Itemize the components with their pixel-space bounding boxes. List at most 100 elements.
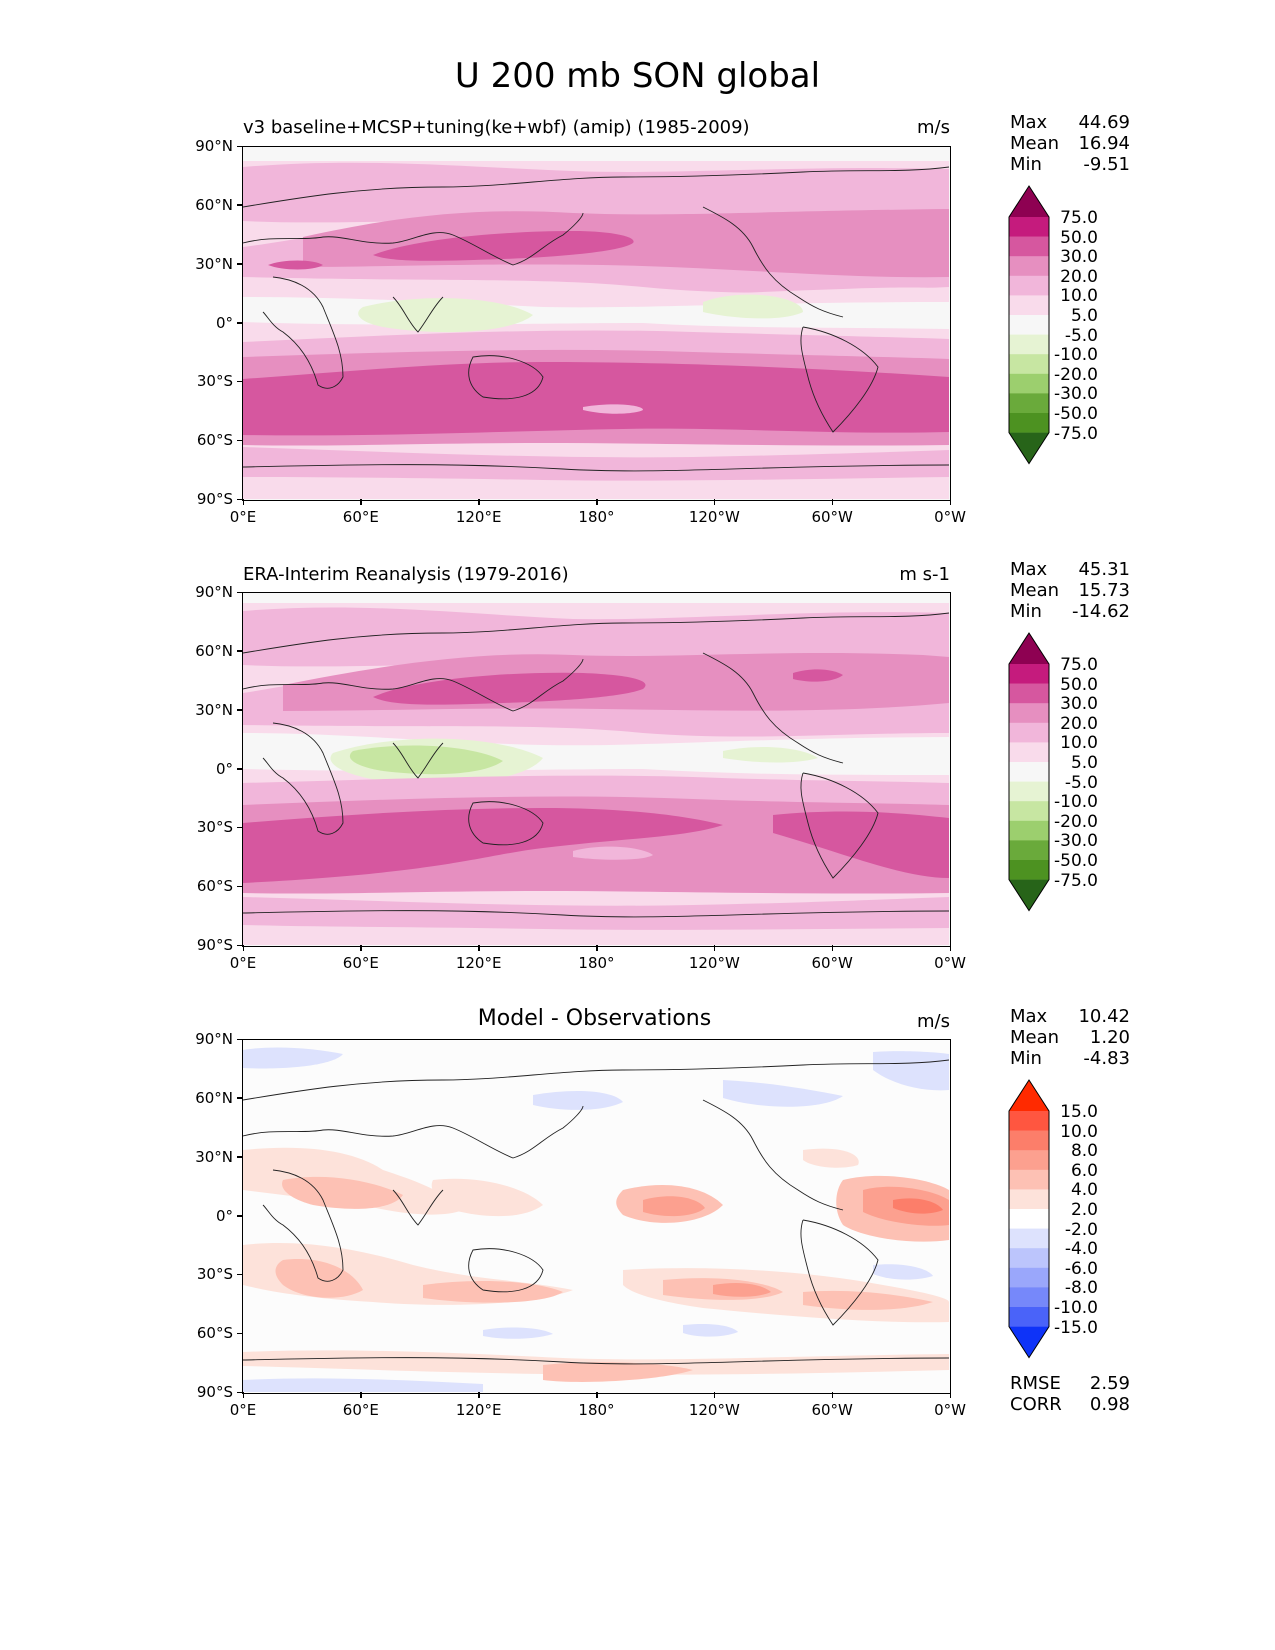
panel-title: Model - Observations bbox=[477, 1006, 712, 1031]
stat-mean-value: 1.20 bbox=[1089, 1027, 1130, 1048]
x-tick-mark bbox=[360, 499, 362, 505]
colorbar-segment bbox=[1009, 1287, 1049, 1308]
colorbar-segment bbox=[1009, 1169, 1049, 1190]
rmse-label: RMSE bbox=[1010, 1373, 1061, 1394]
y-tick-label: 60°N bbox=[195, 1088, 233, 1107]
colorbar-level-label: 30.0 bbox=[1060, 247, 1098, 268]
colorbar-level-label: -5.0 bbox=[1064, 325, 1098, 346]
y-tick-label: 30°S bbox=[196, 1265, 233, 1284]
colorbar-observations bbox=[1008, 632, 1050, 914]
y-tick-mark bbox=[237, 1215, 243, 1217]
x-tick-label: 60°E bbox=[342, 1401, 379, 1419]
colorbar-segment bbox=[1009, 1209, 1049, 1229]
colorbar-outline bbox=[1008, 185, 1050, 465]
colorbar-segment bbox=[1009, 275, 1049, 296]
colorbar-segment bbox=[1009, 373, 1049, 394]
x-tick-label: 120°E bbox=[455, 1401, 502, 1419]
colorbar-extend-bottom bbox=[1009, 432, 1049, 464]
colorbar-segment bbox=[1009, 820, 1049, 841]
y-tick-mark bbox=[237, 944, 243, 946]
y-tick-label: 90°S bbox=[196, 1383, 233, 1401]
y-tick-label: 60°S bbox=[196, 1324, 233, 1343]
x-tick-label: 120°W bbox=[688, 508, 740, 526]
units-label: m/s bbox=[917, 1011, 950, 1032]
stat-mean-label: Mean bbox=[1010, 580, 1060, 601]
x-tick-mark bbox=[596, 1392, 598, 1398]
x-tick-mark bbox=[360, 1392, 362, 1398]
y-tick-mark bbox=[237, 1273, 243, 1276]
y-tick-label: 0° bbox=[215, 1206, 233, 1225]
stat-max-value: 10.42 bbox=[1078, 1006, 1130, 1027]
colorbar-segment bbox=[1009, 840, 1049, 861]
colorbar-level-label: 30.0 bbox=[1060, 694, 1098, 715]
corr-label: CORR bbox=[1010, 1394, 1062, 1415]
x-tick-mark bbox=[596, 945, 598, 951]
colorbar-segment bbox=[1009, 703, 1049, 724]
x-tick-label: 120°E bbox=[455, 508, 502, 526]
colorbar-level-label: 4.0 bbox=[1070, 1180, 1098, 1201]
rmse-value: 2.59 bbox=[1089, 1373, 1130, 1394]
colorbar-segment bbox=[1009, 1267, 1049, 1288]
colorbar-level-label: -2.0 bbox=[1064, 1219, 1098, 1240]
units-label: m s-1 bbox=[899, 564, 950, 585]
colorbar-segment bbox=[1009, 1150, 1049, 1171]
stat-min-label: Min bbox=[1010, 154, 1042, 175]
colorbar-level-label: -10.0 bbox=[1054, 792, 1098, 813]
colorbar-segment bbox=[1009, 1248, 1049, 1269]
stat-max-label: Max bbox=[1010, 112, 1048, 133]
panel-title: ERA-Interim Reanalysis (1979-2016) bbox=[243, 564, 569, 585]
colorbar-level-label: 5.0 bbox=[1070, 753, 1098, 773]
y-tick-label: 30°N bbox=[195, 254, 233, 273]
x-tick-label: 60°W bbox=[811, 954, 853, 972]
y-tick-mark bbox=[237, 204, 243, 206]
colorbar-level-label: -50.0 bbox=[1054, 404, 1098, 424]
x-tick-label: 180° bbox=[578, 1401, 615, 1419]
colorbar-segment bbox=[1009, 295, 1049, 316]
stat-mean-value: 16.94 bbox=[1078, 133, 1130, 154]
panel-title: v3 baseline+MCSP+tuning(ke+wbf) (amip) (… bbox=[243, 117, 750, 138]
colorbar-segment bbox=[1009, 664, 1049, 684]
colorbar-level-label: 5.0 bbox=[1070, 306, 1098, 326]
colorbar-extend-top bbox=[1009, 186, 1049, 217]
x-tick-mark bbox=[242, 1392, 244, 1398]
x-tick-label: 60°E bbox=[342, 508, 379, 526]
colorbar-segment bbox=[1009, 781, 1049, 802]
y-tick-mark bbox=[237, 591, 243, 593]
colorbar-segment bbox=[1009, 217, 1049, 237]
x-tick-mark bbox=[831, 945, 834, 951]
colorbar-level-label: 2.0 bbox=[1070, 1200, 1098, 1220]
y-tick-label: 30°S bbox=[196, 372, 233, 391]
colorbar-level-label: 15.0 bbox=[1060, 1102, 1098, 1122]
colorbar-level-label: 20.0 bbox=[1060, 713, 1098, 734]
colorbar-segment bbox=[1009, 1189, 1049, 1210]
colorbar-level-label: -8.0 bbox=[1064, 1278, 1098, 1299]
x-tick-label: 60°E bbox=[342, 954, 379, 972]
x-tick-mark bbox=[596, 499, 598, 505]
x-tick-label: 0°W bbox=[934, 954, 966, 972]
x-tick-label: 180° bbox=[578, 954, 615, 972]
colorbar-segment bbox=[1009, 354, 1049, 375]
y-tick-mark bbox=[237, 322, 243, 324]
colorbar-level-label: -6.0 bbox=[1064, 1258, 1098, 1279]
x-tick-mark bbox=[949, 945, 951, 951]
y-tick-mark bbox=[237, 1332, 243, 1335]
y-tick-label: 30°N bbox=[195, 700, 233, 719]
y-tick-label: 90°N bbox=[195, 137, 233, 155]
y-tick-label: 90°N bbox=[195, 1030, 233, 1048]
colorbar-segment bbox=[1009, 860, 1049, 880]
x-tick-label: 120°W bbox=[688, 1401, 740, 1419]
units-label: m/s bbox=[917, 117, 950, 138]
colorbar-level-label: 10.0 bbox=[1060, 286, 1098, 307]
colorbar-level-label: -20.0 bbox=[1054, 811, 1098, 832]
y-tick-mark bbox=[237, 768, 243, 770]
colorbar-level-label: 75.0 bbox=[1060, 655, 1098, 675]
x-tick-mark bbox=[713, 945, 716, 951]
x-tick-label: 60°W bbox=[811, 1401, 853, 1419]
stat-max-value: 45.31 bbox=[1078, 559, 1130, 580]
stat-min-value: -9.51 bbox=[1083, 154, 1130, 175]
colorbar-level-label: -30.0 bbox=[1054, 384, 1098, 405]
colorbar-segment bbox=[1009, 1228, 1049, 1249]
y-tick-mark bbox=[237, 145, 243, 147]
colorbar-difference bbox=[1008, 1079, 1050, 1361]
colorbar-level-label: -15.0 bbox=[1054, 1317, 1098, 1338]
